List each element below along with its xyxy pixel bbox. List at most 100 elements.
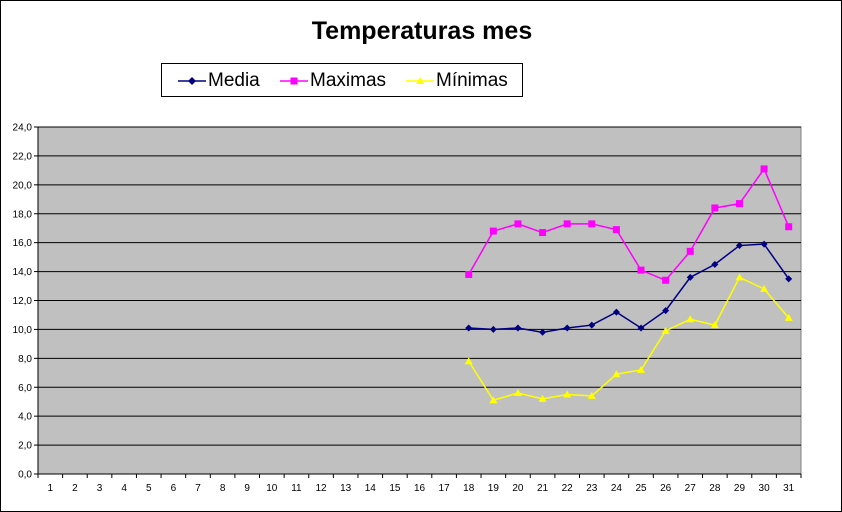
data-point-m-nimas bbox=[513, 389, 522, 397]
legend-swatch-media bbox=[178, 77, 206, 85]
data-point-m-nimas bbox=[784, 313, 793, 321]
x-tick-label: 21 bbox=[537, 483, 549, 494]
x-tick-label: 9 bbox=[244, 483, 250, 494]
data-point-m-nimas bbox=[563, 390, 572, 398]
x-tick-label: 27 bbox=[685, 483, 697, 494]
x-tick-label: 13 bbox=[340, 483, 352, 494]
x-tick-label: 6 bbox=[171, 483, 177, 494]
data-point-media bbox=[760, 240, 768, 248]
y-tick-label: 20,0 bbox=[13, 180, 33, 191]
data-point-maximas bbox=[539, 229, 547, 237]
x-tick-label: 20 bbox=[512, 483, 524, 494]
data-point-m-nimas bbox=[637, 365, 646, 373]
data-point-media bbox=[785, 275, 793, 283]
x-tick-label: 31 bbox=[783, 483, 795, 494]
data-point-m-nimas bbox=[489, 396, 498, 404]
x-tick-label: 23 bbox=[586, 483, 598, 494]
x-tick-label: 12 bbox=[315, 483, 327, 494]
data-point-maximas bbox=[563, 220, 571, 228]
series-line-media bbox=[468, 243, 790, 334]
y-tick-label: 4,0 bbox=[18, 412, 32, 423]
data-point-m-nimas bbox=[735, 273, 744, 281]
data-point-m-nimas bbox=[686, 315, 695, 323]
x-tick-label: 5 bbox=[146, 483, 152, 494]
y-tick-label: 10,0 bbox=[13, 325, 33, 336]
data-point-maximas bbox=[711, 204, 719, 212]
y-tick-label: 12,0 bbox=[13, 296, 33, 307]
x-tick-label: 1 bbox=[48, 483, 54, 494]
data-point-maximas bbox=[465, 270, 473, 278]
data-point-maximas bbox=[637, 266, 645, 274]
x-tick-label: 7 bbox=[195, 483, 201, 494]
legend-label-maximas: Maximas bbox=[310, 70, 387, 91]
x-tick-label: 30 bbox=[759, 483, 771, 494]
legend-swatch-minimas bbox=[406, 77, 434, 84]
data-point-media bbox=[686, 273, 694, 281]
x-tick-label: 2 bbox=[72, 483, 78, 494]
data-point-media bbox=[539, 328, 547, 336]
data-point-m-nimas bbox=[464, 357, 473, 365]
x-tick-label: 10 bbox=[266, 483, 278, 494]
legend-item-maximas: Maximas bbox=[280, 64, 386, 98]
x-tick-label: 19 bbox=[488, 483, 500, 494]
data-point-media bbox=[637, 324, 645, 332]
y-tick-label: 24,0 bbox=[13, 123, 33, 134]
x-tick-label: 11 bbox=[291, 483, 302, 494]
chart-title: Temperaturas mes bbox=[311, 17, 533, 45]
data-point-maximas bbox=[686, 247, 694, 255]
y-tick-label: 6,0 bbox=[18, 383, 32, 394]
data-point-m-nimas bbox=[661, 326, 670, 334]
data-point-media bbox=[662, 307, 670, 315]
data-point-maximas bbox=[588, 220, 596, 228]
y-tick-label: 2,0 bbox=[18, 441, 32, 452]
data-point-media bbox=[735, 242, 743, 250]
y-tick-label: 0,0 bbox=[18, 470, 32, 481]
data-point-maximas bbox=[662, 276, 670, 284]
data-point-maximas bbox=[612, 226, 620, 234]
data-point-media bbox=[612, 308, 620, 316]
x-tick-label: 15 bbox=[389, 483, 401, 494]
legend-item-minimas: Mínimas bbox=[406, 64, 508, 98]
legend-label-media: Media bbox=[208, 70, 260, 91]
data-point-m-nimas bbox=[587, 391, 596, 399]
legend-item-media: Media bbox=[178, 64, 260, 98]
x-tick-label: 18 bbox=[463, 483, 475, 494]
x-tick-label: 26 bbox=[660, 483, 672, 494]
data-point-media bbox=[514, 324, 522, 332]
data-point-maximas bbox=[785, 223, 793, 231]
data-point-media bbox=[465, 324, 473, 332]
y-tick-label: 8,0 bbox=[18, 354, 32, 365]
y-tick-label: 14,0 bbox=[13, 267, 33, 278]
series-line-maximas bbox=[468, 167, 790, 282]
data-point-maximas bbox=[489, 227, 497, 235]
data-point-media bbox=[489, 325, 497, 333]
y-tick-label: 22,0 bbox=[13, 151, 33, 162]
x-tick-label: 25 bbox=[635, 483, 647, 494]
x-tick-label: 28 bbox=[709, 483, 721, 494]
legend-swatch-maximas bbox=[280, 77, 308, 85]
series-line-m-nimas bbox=[468, 276, 790, 402]
x-tick-label: 3 bbox=[97, 483, 103, 494]
x-tick-label: 8 bbox=[220, 483, 226, 494]
data-point-media bbox=[563, 324, 571, 332]
x-tick-label: 24 bbox=[611, 483, 623, 494]
x-tick-label: 16 bbox=[414, 483, 426, 494]
data-point-m-nimas bbox=[538, 394, 547, 402]
y-tick-label: 16,0 bbox=[13, 238, 33, 249]
data-point-m-nimas bbox=[710, 321, 719, 329]
chart-legend: Media Maximas Mínimas bbox=[161, 63, 523, 97]
x-tick-label: 4 bbox=[121, 483, 127, 494]
x-tick-label: 17 bbox=[439, 483, 451, 494]
data-point-m-nimas bbox=[760, 284, 769, 292]
x-tick-label: 22 bbox=[562, 483, 574, 494]
data-point-m-nimas bbox=[612, 370, 621, 378]
data-point-maximas bbox=[514, 220, 522, 228]
x-tick-label: 29 bbox=[734, 483, 746, 494]
y-tick-label: 18,0 bbox=[13, 209, 33, 220]
data-point-maximas bbox=[760, 165, 768, 173]
legend-label-minimas: Mínimas bbox=[436, 70, 508, 91]
x-tick-label: 14 bbox=[365, 483, 377, 494]
data-point-media bbox=[711, 260, 719, 268]
data-point-media bbox=[588, 321, 596, 329]
